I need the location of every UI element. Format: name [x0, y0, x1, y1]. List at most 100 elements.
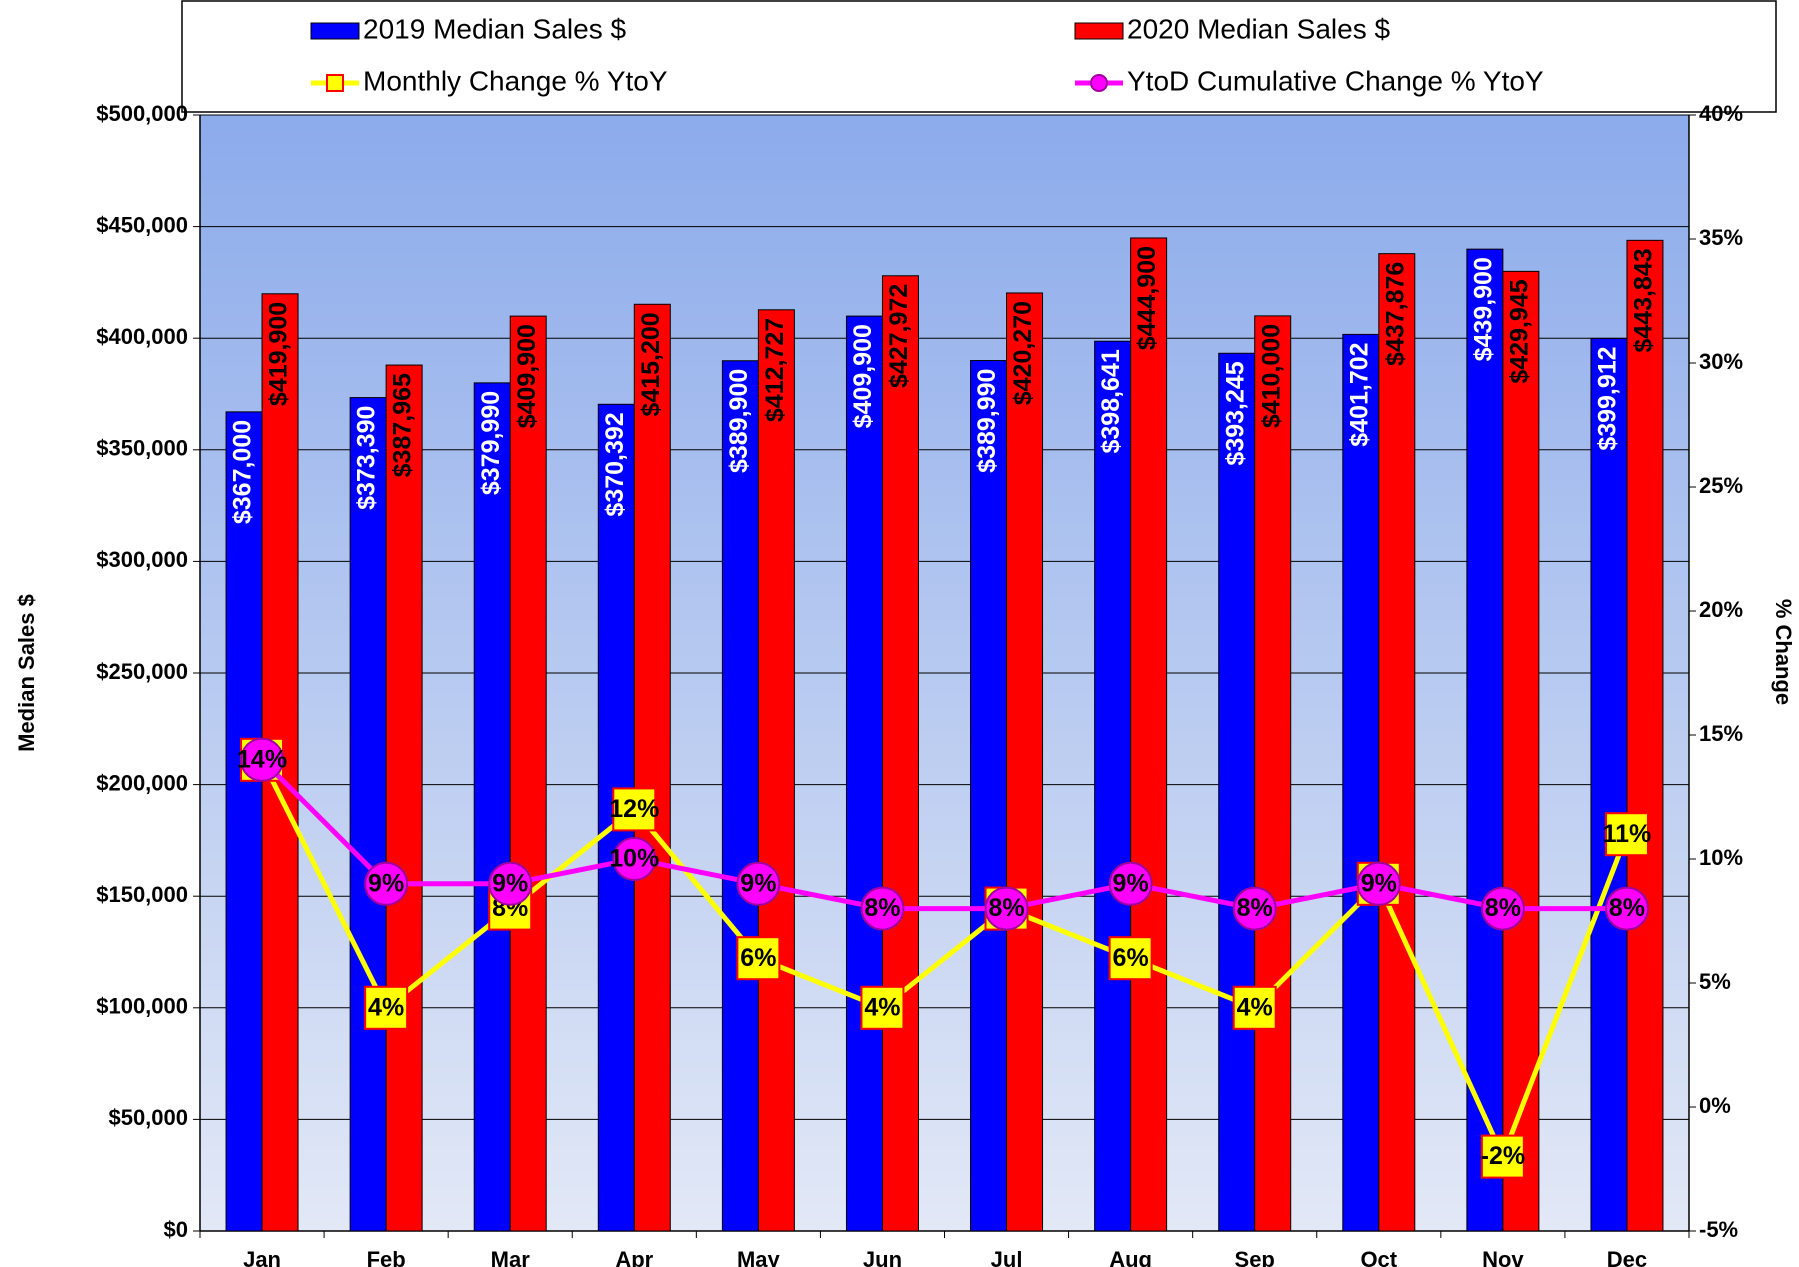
point-value-label: 9% — [368, 869, 404, 897]
y-tick-label: $450,000 — [96, 212, 188, 237]
marker — [1604, 886, 1649, 931]
y2-tick-label: 5% — [1699, 969, 1731, 994]
bar — [1006, 292, 1044, 1232]
bar — [845, 315, 883, 1232]
x-tick-label: Jul — [991, 1247, 1023, 1267]
bar-value-label: $410,000 — [1257, 324, 1285, 428]
bar-value-label: $415,200 — [637, 312, 665, 416]
marker — [240, 737, 285, 782]
marker — [1604, 812, 1649, 857]
bar-value-label: $409,900 — [849, 324, 877, 428]
x-tick-label: Oct — [1360, 1247, 1397, 1267]
y-tick-label: $0 — [164, 1217, 188, 1242]
y-tick-label: $50,000 — [108, 1105, 188, 1130]
marker — [984, 886, 1029, 931]
bar-value-label: $401,702 — [1345, 342, 1373, 446]
point-value-label: 9% — [740, 869, 776, 897]
legend-marker — [326, 74, 344, 92]
bar — [1590, 337, 1628, 1232]
bar-value-label: $443,843 — [1630, 248, 1658, 352]
bar-value-label: $412,727 — [761, 318, 789, 422]
y2-tick-label: -5% — [1699, 1217, 1738, 1242]
bar — [1218, 352, 1256, 1232]
bar-value-label: $427,972 — [885, 284, 913, 388]
bar-value-label: $387,965 — [389, 373, 417, 477]
y2-tick-label: 15% — [1699, 721, 1743, 746]
marker — [1480, 886, 1525, 931]
y2-axis-title: % Change — [1771, 599, 1796, 705]
bar — [1466, 248, 1504, 1232]
point-value-label: 8% — [864, 894, 900, 922]
x-tick-label: May — [737, 1247, 781, 1267]
point-value-label: -2% — [1481, 1142, 1525, 1170]
marker — [1356, 861, 1401, 906]
y2-tick-label: 40% — [1699, 101, 1743, 126]
legend-swatch — [1074, 22, 1124, 40]
bar — [633, 303, 671, 1232]
legend-label: 2019 Median Sales $ — [363, 13, 627, 44]
marker — [364, 861, 409, 906]
bar-value-label: $439,900 — [1469, 257, 1497, 361]
bar-value-label: $420,270 — [1009, 301, 1037, 405]
bar — [721, 360, 759, 1232]
point-value-label: 6% — [740, 944, 776, 972]
point-value-label: 9% — [492, 869, 528, 897]
x-tick-label: Jan — [243, 1247, 281, 1267]
bar-value-label: $419,900 — [265, 302, 293, 406]
bar — [1094, 340, 1132, 1232]
bar-value-label: $409,900 — [513, 324, 541, 428]
y-tick-label: $150,000 — [96, 882, 188, 907]
marker — [736, 936, 781, 981]
point-value-label: 4% — [1237, 993, 1273, 1021]
legend-label: Monthly Change % YtoY — [363, 65, 668, 96]
marker — [860, 985, 905, 1030]
marker — [1108, 936, 1153, 981]
y2-tick-label: 20% — [1699, 597, 1743, 622]
bar — [509, 315, 547, 1232]
x-tick-label: Aug — [1109, 1247, 1152, 1267]
y2-tick-label: 10% — [1699, 845, 1743, 870]
bar-value-label: $437,876 — [1381, 262, 1409, 366]
bar-value-label: $373,390 — [353, 406, 381, 510]
y2-tick-label: 35% — [1699, 225, 1743, 250]
x-tick-label: Mar — [491, 1247, 531, 1267]
x-tick-label: Apr — [615, 1247, 653, 1267]
bar — [225, 411, 263, 1232]
point-value-label: 8% — [1237, 894, 1273, 922]
point-value-label: 8% — [1609, 894, 1645, 922]
y-tick-label: $400,000 — [96, 324, 188, 349]
y-tick-label: $500,000 — [96, 101, 188, 126]
point-value-label: 14% — [237, 745, 287, 773]
y2-tick-label: 25% — [1699, 473, 1743, 498]
point-value-label: 12% — [609, 795, 659, 823]
y-tick-label: $300,000 — [96, 547, 188, 572]
marker — [1232, 886, 1277, 931]
bar-value-label: $379,990 — [477, 391, 505, 495]
marker — [1480, 1134, 1525, 1179]
marker — [860, 886, 905, 931]
bar-value-label: $389,900 — [725, 369, 753, 473]
bar-value-label: $370,392 — [601, 412, 629, 516]
bar-value-label: $429,945 — [1505, 279, 1533, 383]
y-tick-label: $100,000 — [96, 994, 188, 1019]
marker — [1232, 985, 1277, 1030]
bar — [757, 309, 795, 1232]
legend-box — [181, 0, 1777, 113]
bar-value-label: $399,912 — [1594, 346, 1622, 450]
y2-tick-label: 30% — [1699, 349, 1743, 374]
marker — [736, 861, 781, 906]
bar — [881, 275, 919, 1232]
bar-value-label: $398,641 — [1097, 349, 1125, 453]
bar — [970, 360, 1008, 1232]
bar-value-label: $393,245 — [1221, 361, 1249, 465]
bar — [385, 364, 423, 1232]
marker — [364, 985, 409, 1030]
legend-label: 2020 Median Sales $ — [1127, 13, 1391, 44]
bar — [1502, 270, 1540, 1232]
marker — [612, 837, 657, 881]
marker — [612, 787, 657, 832]
bar — [1130, 237, 1168, 1232]
point-value-label: 8% — [988, 894, 1024, 922]
y-tick-label: $350,000 — [96, 436, 188, 461]
